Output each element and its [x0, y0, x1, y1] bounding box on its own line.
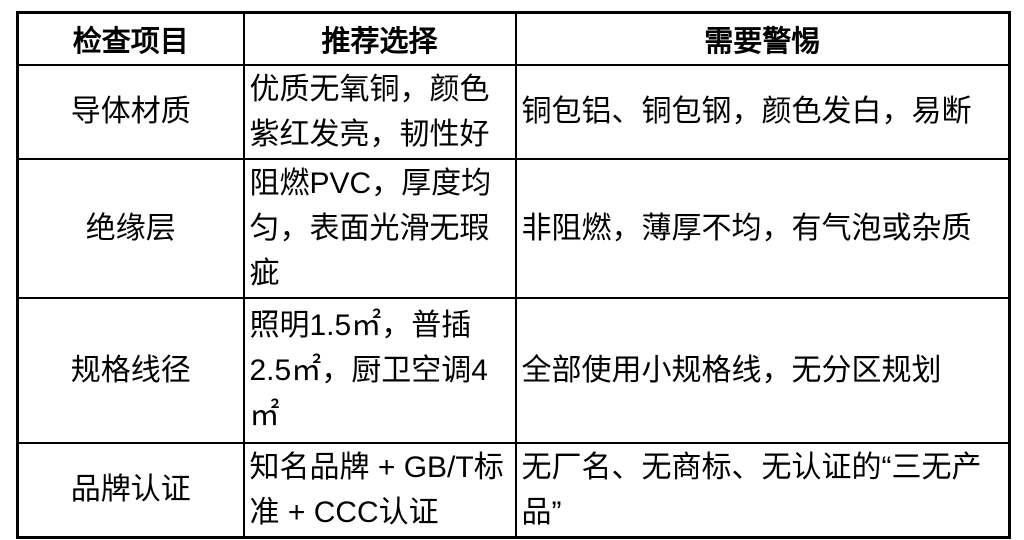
header-cell-need-caution: 需要警惕 [514, 11, 1011, 66]
cell-item: 导体材质 [16, 63, 245, 160]
table-row-conductor-material: 导体材质 优质无氧铜，颜色紫红发亮，韧性好 铜包铝、铜包钢，颜色发白，易断 [16, 63, 1011, 160]
table-row-insulation-layer: 绝缘层 阻燃PVC，厚度均匀，表面光滑无瑕疵 非阻燃，薄厚不均，有气泡或杂质 [16, 157, 1011, 299]
cell-warning: 无厂名、无商标、无认证的“三无产品” [514, 441, 1011, 538]
cell-recommended: 照明1.5㎡，普插2.5㎡，厨卫空调4㎡ [242, 296, 517, 444]
cell-recommended: 优质无氧铜，颜色紫红发亮，韧性好 [242, 63, 517, 160]
table-header-row: 检查项目 推荐选择 需要警惕 [16, 11, 1011, 66]
wire-inspection-table: 检查项目 推荐选择 需要警惕 导体材质 优质无氧铜，颜色紫红发亮，韧性好 铜包铝… [16, 11, 1011, 539]
cell-item: 绝缘层 [16, 157, 245, 299]
cell-warning: 全部使用小规格线，无分区规划 [514, 296, 1011, 444]
cell-recommended: 知名品牌 + GB/T标准 + CCC认证 [242, 441, 517, 538]
header-cell-recommended-choice: 推荐选择 [242, 11, 517, 66]
cell-warning: 非阻燃，薄厚不均，有气泡或杂质 [514, 157, 1011, 299]
table-row-wire-gauge: 规格线径 照明1.5㎡，普插2.5㎡，厨卫空调4㎡ 全部使用小规格线，无分区规划 [16, 296, 1011, 444]
cell-item: 规格线径 [16, 296, 245, 444]
header-cell-inspection-item: 检查项目 [16, 11, 245, 66]
cell-recommended: 阻燃PVC，厚度均匀，表面光滑无瑕疵 [242, 157, 517, 299]
cell-warning: 铜包铝、铜包钢，颜色发白，易断 [514, 63, 1011, 160]
table-row-brand-certification: 品牌认证 知名品牌 + GB/T标准 + CCC认证 无厂名、无商标、无认证的“… [16, 441, 1011, 538]
cell-item: 品牌认证 [16, 441, 245, 538]
